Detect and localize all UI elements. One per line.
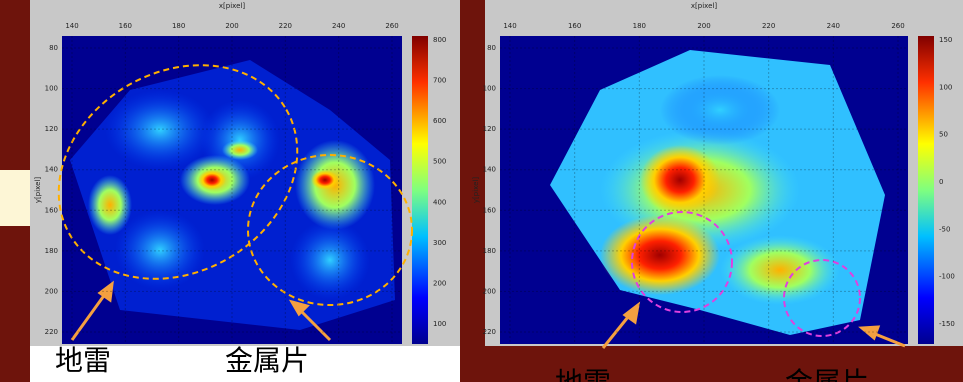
colorbar-tick-label: 100: [939, 83, 952, 91]
colorbar-tick-label: 400: [433, 198, 446, 206]
y-tick-label: 160: [45, 206, 58, 214]
y-tick-label: 180: [45, 247, 58, 255]
annotation: 金属片: [785, 366, 869, 382]
y-tick-label: 200: [483, 287, 496, 295]
x-tick-label: 200: [697, 22, 710, 30]
colorbar-tick-label: 800: [433, 36, 446, 44]
colorbar-tick-label: 600: [433, 117, 446, 125]
y-tick-label: 100: [45, 85, 58, 93]
y-axis-label: y[pixel]: [34, 177, 42, 203]
y-tick-label: 140: [483, 166, 496, 174]
y-axis-label: y[pixel]: [472, 177, 480, 203]
colorbar-tick-label: -100: [939, 273, 955, 281]
y-tick-label: 120: [45, 125, 58, 133]
left-colorbar: [412, 36, 428, 344]
y-tick-label: 80: [487, 44, 496, 52]
y-tick-label: 180: [483, 247, 496, 255]
x-tick-label: 260: [385, 22, 398, 30]
annotation: 地雷: [555, 366, 611, 382]
colorbar-tick-label: -50: [939, 225, 950, 233]
x-tick-label: 200: [225, 22, 238, 30]
colorbar-tick-label: 100: [433, 320, 446, 328]
x-tick-label: 160: [119, 22, 132, 30]
x-tick-label: 160: [568, 22, 581, 30]
y-tick-label: 80: [49, 44, 58, 52]
x-tick-label: 140: [65, 22, 78, 30]
annotation: 金属片: [225, 344, 309, 377]
colorbar-tick-label: 300: [433, 239, 446, 247]
colorbar-tick-label: 50: [939, 131, 948, 139]
colorbar-tick-label: 500: [433, 158, 446, 166]
x-tick-label: 240: [332, 22, 345, 30]
x-axis-label: x[pixel]: [219, 2, 245, 10]
y-tick-label: 200: [45, 287, 58, 295]
colorbar-tick-label: -150: [939, 320, 955, 328]
x-tick-label: 220: [279, 22, 292, 30]
y-tick-label: 160: [483, 206, 496, 214]
y-tick-label: 140: [45, 166, 58, 174]
y-tick-label: 220: [483, 328, 496, 336]
x-tick-label: 180: [633, 22, 646, 30]
page: {"panels": [ {"xlabel": "x[pixel]", "yla…: [0, 0, 963, 382]
x-tick-label: 180: [172, 22, 185, 30]
y-tick-label: 100: [483, 85, 496, 93]
right-colorbar: [918, 36, 934, 344]
annotation: 地雷: [55, 344, 111, 377]
y-tick-label: 120: [483, 125, 496, 133]
colorbar-tick-label: 0: [939, 178, 943, 186]
slide: 地雷 金属片 地雷 金属片 x[pixel]y[pixel]1401601802…: [0, 0, 963, 382]
x-tick-label: 140: [503, 22, 516, 30]
colorbar-tick-label: 700: [433, 77, 446, 85]
y-tick-label: 220: [45, 328, 58, 336]
colorbar-tick-label: 150: [939, 36, 952, 44]
x-tick-label: 260: [891, 22, 904, 30]
x-axis-label: x[pixel]: [691, 2, 717, 10]
colorbar-tick-label: 200: [433, 279, 446, 287]
x-tick-label: 220: [762, 22, 775, 30]
x-tick-label: 240: [827, 22, 840, 30]
